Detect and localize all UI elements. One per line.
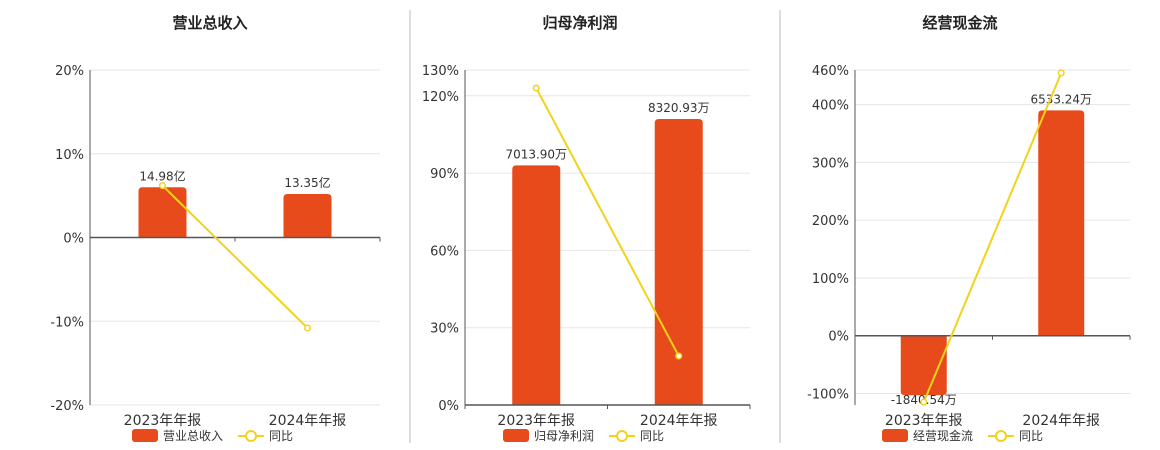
y-tick-label: -10% (50, 315, 84, 330)
legend-bar-label: 经营现金流 (913, 428, 973, 443)
y-tick-label: 100% (812, 272, 849, 287)
y-tick-label: 460% (812, 64, 849, 79)
bar (654, 118, 703, 405)
bar (900, 335, 947, 396)
x-category-label: 2023年年报 (124, 413, 202, 429)
yoy-point (1057, 69, 1065, 77)
x-category-label: 2024年年报 (1022, 413, 1100, 429)
y-tick-label: 200% (812, 214, 849, 229)
legend-line-label: 同比 (640, 429, 664, 443)
y-tick-label: 90% (430, 167, 459, 182)
x-category-label: 2024年年报 (269, 413, 347, 429)
chart-panel-3: 经营现金流460%400%300%200%100%0%-100%-1840.54… (807, 14, 1131, 443)
bar-data-label: 6533.24万 (1030, 92, 1092, 106)
y-tick-label: 0% (438, 399, 459, 414)
bar-data-label: 14.98亿 (139, 168, 185, 183)
bar (1038, 110, 1085, 336)
y-tick-label: 60% (430, 244, 459, 259)
legend-line-label: 同比 (1019, 429, 1043, 443)
yoy-point (158, 182, 167, 190)
yoy-point (303, 324, 312, 332)
legend-line-marker (616, 430, 628, 442)
legend-bar-label: 归母净利润 (534, 429, 594, 443)
x-category-label: 2023年年报 (885, 413, 963, 429)
x-category-label: 2024年年报 (640, 413, 718, 429)
legend-line-label: 同比 (269, 429, 293, 443)
y-tick-label: 20% (55, 64, 84, 79)
bar-data-label: 8320.93万 (648, 101, 710, 115)
chart-panel-1: 营业总收入 20% 10% 0% -10% -20% 14.98亿 13.35亿 2023年年报… (50, 14, 381, 443)
y-tick-label: 0% (63, 232, 84, 247)
x-category-label: 2023年年报 (497, 413, 575, 429)
y-tick-label: 400% (812, 99, 849, 114)
yoy-point (532, 84, 540, 92)
bar (138, 187, 187, 238)
yoy-line (922, 72, 1063, 403)
yoy-line (161, 184, 309, 329)
legend-line-marker (995, 430, 1007, 442)
bar (283, 193, 332, 238)
legend-bar-swatch (503, 429, 529, 442)
y-tick-label: -20% (50, 399, 84, 414)
legend-bar-label: 营业总收入 (163, 429, 223, 443)
chart-title: 营业总收入 (172, 14, 247, 32)
chart-panel-2: 归母净利润 130% 120% 90% 60% 30% 0% 7013.90万 8320.93万… (422, 14, 751, 443)
y-tick-label: 0% (828, 330, 849, 345)
y-tick-label: 30% (430, 322, 459, 337)
bar-data-label: 13.35亿 (284, 175, 330, 190)
legend-bar-swatch (882, 429, 908, 442)
y-tick-label: 120% (422, 90, 459, 105)
y-tick-label: 300% (812, 156, 849, 171)
y-tick-label: 10% (55, 148, 84, 163)
chart-title: 经营现金流 (922, 14, 997, 32)
yoy-line (535, 87, 680, 357)
legend-bar-swatch (132, 429, 158, 442)
yoy-point (675, 352, 683, 360)
bar-data-label: 7013.90万 (505, 147, 567, 161)
y-tick-label: -100% (807, 387, 849, 402)
legend-line-marker (245, 430, 257, 442)
chart-title: 归母净利润 (542, 14, 617, 32)
y-tick-label: 130% (422, 64, 459, 79)
yoy-point (920, 398, 928, 406)
bar (512, 165, 561, 405)
